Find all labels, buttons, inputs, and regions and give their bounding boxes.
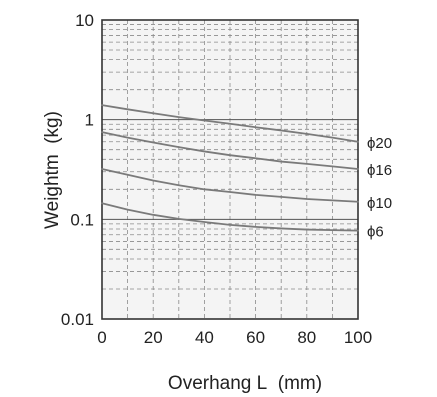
y-axis-label: Weightm (kg) <box>42 111 63 229</box>
x-tick-label: 40 <box>195 328 214 347</box>
x-tick-label: 20 <box>144 328 163 347</box>
series-line <box>101 168 359 203</box>
series-labels: ϕ20 ϕ16 ϕ10 ϕ6 <box>367 135 392 241</box>
x-tick-label: 0 <box>97 328 106 347</box>
y-tick-label: 10 <box>75 11 94 30</box>
x-tick-label: 100 <box>344 328 372 347</box>
series-label: ϕ10 <box>367 195 392 212</box>
y-tick-label: 1 <box>85 111 94 130</box>
y-tick-label: 0.01 <box>61 310 94 329</box>
y-tick-label: 0.1 <box>70 210 94 229</box>
series-label: ϕ20 <box>367 135 392 152</box>
series-label: ϕ16 <box>367 162 392 179</box>
series-line <box>101 104 359 143</box>
series-line <box>101 131 359 170</box>
series-group <box>101 104 359 232</box>
x-axis-label: Overhang L (mm) <box>168 373 322 394</box>
x-tick-label: 60 <box>246 328 265 347</box>
x-tick-label: 80 <box>297 328 316 347</box>
grid <box>102 20 358 319</box>
series-line <box>101 202 359 232</box>
series-label: ϕ6 <box>367 224 384 241</box>
tick-labels: 0 20 40 60 80 100 0.01 0.1 1 10 <box>61 11 372 347</box>
